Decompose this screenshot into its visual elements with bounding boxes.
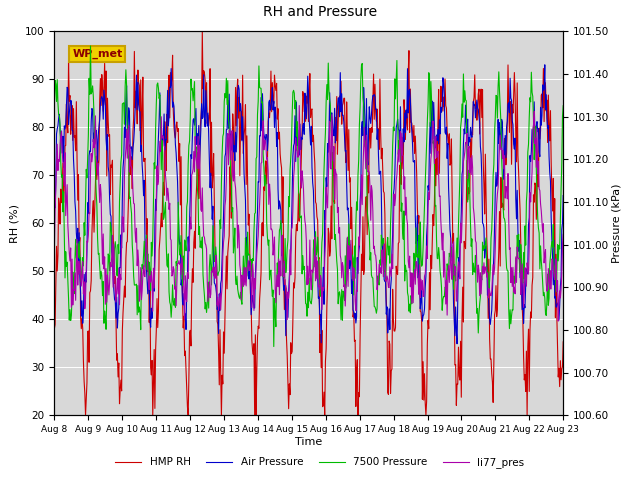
Air Pressure <box>191 122 198 128</box>
HMP RH <box>60 200 67 205</box>
Air Pressure <box>60 165 67 170</box>
Air Pressure <box>112 315 120 321</box>
Air Pressure <box>453 341 461 347</box>
li77_pres <box>112 299 120 305</box>
li77_pres <box>191 169 198 175</box>
li77_pres <box>386 264 394 270</box>
li77_pres <box>164 185 172 191</box>
HMP RH <box>164 88 172 94</box>
Line: li77_pres: li77_pres <box>54 106 563 321</box>
7500 Pressure <box>270 344 278 349</box>
7500 Pressure <box>559 103 567 108</box>
Air Pressure <box>164 87 172 93</box>
7500 Pressure <box>113 272 120 277</box>
Text: WP_met: WP_met <box>72 48 122 59</box>
7500 Pressure <box>191 141 199 147</box>
HMP RH <box>372 108 380 114</box>
HMP RH <box>51 325 58 331</box>
7500 Pressure <box>86 43 94 49</box>
Line: HMP RH: HMP RH <box>54 31 563 415</box>
Y-axis label: Pressure (kPa): Pressure (kPa) <box>612 183 622 263</box>
li77_pres <box>51 245 58 251</box>
HMP RH <box>198 28 206 34</box>
li77_pres <box>60 160 67 166</box>
Y-axis label: RH (%): RH (%) <box>10 204 19 243</box>
HMP RH <box>559 339 567 345</box>
li77_pres <box>296 103 303 108</box>
Air Pressure <box>51 199 58 204</box>
Air Pressure <box>541 62 548 68</box>
7500 Pressure <box>164 251 172 257</box>
li77_pres <box>559 231 567 237</box>
7500 Pressure <box>372 306 380 312</box>
HMP RH <box>191 245 199 251</box>
HMP RH <box>113 357 120 363</box>
Line: Air Pressure: Air Pressure <box>54 65 563 344</box>
7500 Pressure <box>387 222 394 228</box>
li77_pres <box>371 252 379 257</box>
Air Pressure <box>559 192 567 198</box>
HMP RH <box>387 390 394 396</box>
HMP RH <box>82 412 90 418</box>
Air Pressure <box>385 306 393 312</box>
7500 Pressure <box>60 189 67 195</box>
Legend: HMP RH, Air Pressure, 7500 Pressure, li77_pres: HMP RH, Air Pressure, 7500 Pressure, li7… <box>111 453 529 472</box>
7500 Pressure <box>51 101 58 107</box>
Air Pressure <box>371 92 378 97</box>
li77_pres <box>554 318 562 324</box>
X-axis label: Time: Time <box>295 437 323 447</box>
Line: 7500 Pressure: 7500 Pressure <box>54 46 563 347</box>
Text: RH and Pressure: RH and Pressure <box>263 5 377 19</box>
